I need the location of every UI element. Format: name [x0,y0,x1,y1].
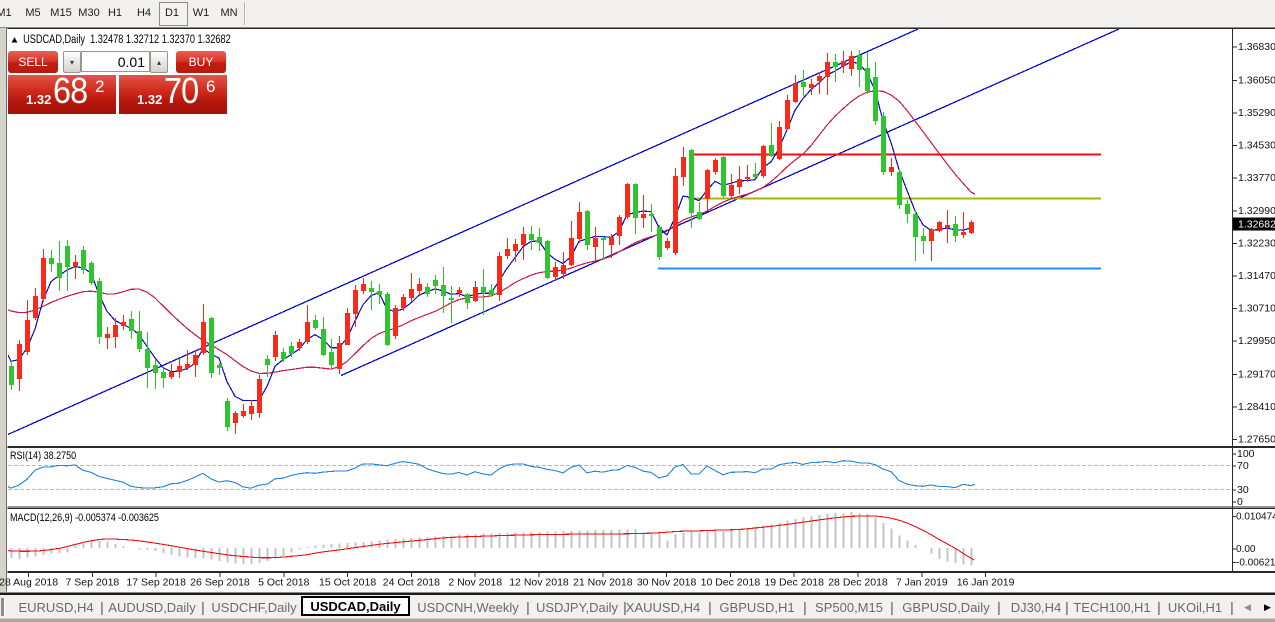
svg-text:1.29170: 1.29170 [1238,369,1275,381]
svg-text:0.010474: 0.010474 [1236,512,1275,523]
svg-text:7 Jan 2019: 7 Jan 2019 [896,577,948,589]
svg-text:10 Dec 2018: 10 Dec 2018 [701,577,761,589]
svg-text:16 Jan 2019: 16 Jan 2019 [957,577,1015,589]
svg-text:1.30710: 1.30710 [1238,303,1275,315]
svg-text:30 Nov 2018: 30 Nov 2018 [637,577,697,589]
svg-text:1.32230: 1.32230 [1238,238,1275,250]
svg-text:100: 100 [1237,448,1255,460]
svg-text:70: 70 [1237,460,1249,472]
svg-text:1.28410: 1.28410 [1238,401,1275,413]
svg-text:1.27650: 1.27650 [1238,434,1275,446]
svg-text:1.32682: 1.32682 [1238,219,1275,231]
svg-text:12 Nov 2018: 12 Nov 2018 [509,577,569,589]
svg-text:1.34530: 1.34530 [1238,139,1275,151]
svg-text:1.32990: 1.32990 [1238,205,1275,217]
svg-text:1.31470: 1.31470 [1238,270,1275,282]
svg-text:1.36830: 1.36830 [1238,41,1275,53]
svg-text:17 Sep 2018: 17 Sep 2018 [126,577,186,589]
svg-text:26 Sep 2018: 26 Sep 2018 [190,577,250,589]
svg-text:0.00: 0.00 [1236,544,1256,555]
svg-text:1.29950: 1.29950 [1238,335,1275,347]
svg-text:1.33770: 1.33770 [1238,172,1275,184]
svg-text:30: 30 [1237,484,1249,496]
svg-text:28 Aug 2018: 28 Aug 2018 [0,577,58,589]
svg-text:15 Oct 2018: 15 Oct 2018 [319,577,376,589]
svg-text:28 Dec 2018: 28 Dec 2018 [828,577,888,589]
svg-text:24 Oct 2018: 24 Oct 2018 [383,577,440,589]
svg-text:1.35290: 1.35290 [1238,107,1275,119]
svg-text:2 Nov 2018: 2 Nov 2018 [448,577,502,589]
svg-text:19 Dec 2018: 19 Dec 2018 [764,577,824,589]
svg-text:1.36050: 1.36050 [1238,74,1275,86]
svg-text:21 Nov 2018: 21 Nov 2018 [573,577,633,589]
svg-text:5 Oct 2018: 5 Oct 2018 [258,577,310,589]
svg-text:7 Sep 2018: 7 Sep 2018 [66,577,120,589]
svg-text:0: 0 [1237,496,1243,508]
svg-text:-0.006218: -0.006218 [1236,557,1275,568]
